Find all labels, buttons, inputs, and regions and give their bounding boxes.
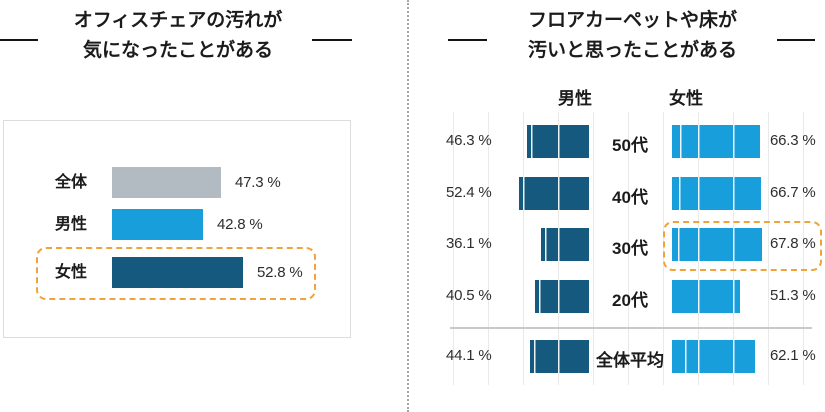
right-chart-gridline: [593, 112, 594, 385]
right-chart-gridline: [803, 112, 804, 385]
male-value-label: 46.3 %: [446, 132, 492, 149]
panel-divider-dotted-line: [407, 0, 409, 412]
left-chart-box: 全体 47.3 % 男性 42.8 % 女性 52.8 %: [3, 120, 351, 338]
age-group-label: 30代: [612, 239, 648, 258]
left-chart-category-label: 女性: [55, 264, 88, 281]
left-chart-category-label: 男性: [55, 216, 88, 233]
left-chart-value-label: 47.3 %: [235, 174, 281, 191]
right-title-dash-right: [777, 39, 815, 41]
age-group-label: 全体平均: [596, 351, 664, 370]
male-bar-3: [535, 280, 589, 313]
female-bar-1: [672, 177, 761, 210]
right-chart-gridline: [488, 112, 489, 385]
female-bar-0: [672, 125, 760, 158]
male-bar-1: [519, 177, 589, 210]
male-value-label: 40.5 %: [446, 287, 492, 304]
female-value-label: 67.8 %: [770, 235, 816, 252]
average-row-separator: [450, 327, 812, 329]
left-chart-title: オフィスチェアの汚れが 気になったことがある: [0, 6, 356, 66]
right-chart-title-line2: 汚いと思ったことがある: [527, 40, 737, 61]
male-bar-0: [527, 125, 589, 158]
right-chart-title-line1: フロアカーペットや床が: [527, 10, 737, 31]
female-value-label: 66.7 %: [770, 184, 816, 201]
left-chart-category-label: 全体: [55, 174, 88, 191]
female-value-label: 66.3 %: [770, 132, 816, 149]
left-chart-bar-0: [112, 167, 221, 198]
left-chart-highlight-outline: [36, 247, 316, 300]
right-chart-gridline: [628, 112, 629, 385]
age-group-label: 40代: [612, 188, 648, 207]
female-bar-4: [672, 340, 755, 373]
left-chart-value-label: 42.8 %: [217, 216, 263, 233]
male-bar-2: [541, 228, 589, 261]
female-column-header: 女性: [669, 89, 703, 108]
left-chart-bar-1: [112, 209, 203, 240]
right-chart-highlight-outline: [663, 221, 822, 271]
male-value-label: 36.1 %: [446, 235, 492, 252]
male-value-label: 52.4 %: [446, 184, 492, 201]
left-chart-title-line1: オフィスチェアの汚れが: [73, 10, 283, 31]
male-bar-4: [530, 340, 589, 373]
right-chart-title: フロアカーペットや床が 汚いと思ったことがある: [440, 6, 825, 66]
right-chart-gridline: [768, 112, 769, 385]
left-title-dash-right: [312, 39, 352, 41]
left-chart-value-label: 52.8 %: [257, 264, 303, 281]
right-chart-gridline: [523, 112, 524, 385]
female-value-label: 62.1 %: [770, 347, 816, 364]
age-group-label: 20代: [612, 291, 648, 310]
male-value-label: 44.1 %: [446, 347, 492, 364]
male-column-header: 男性: [558, 89, 592, 108]
right-title-dash-left: [448, 39, 487, 41]
left-chart-bar-2: [112, 257, 243, 288]
left-title-dash-left: [0, 39, 38, 41]
female-bar-3: [672, 280, 740, 313]
age-group-label: 50代: [612, 136, 648, 155]
right-chart-gridline: [453, 112, 454, 385]
female-bar-2: [672, 228, 762, 261]
female-value-label: 51.3 %: [770, 287, 816, 304]
left-chart-title-line2: 気になったことがある: [82, 40, 273, 61]
